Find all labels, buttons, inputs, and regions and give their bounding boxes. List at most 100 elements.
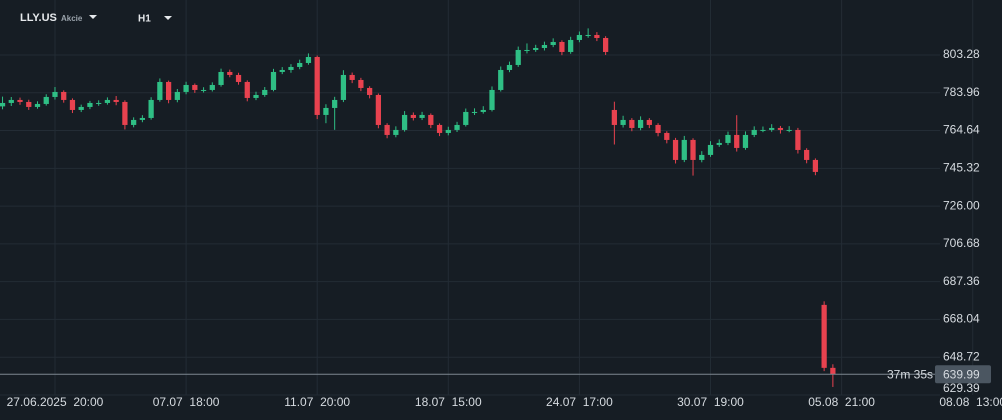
candle-body [288, 66, 294, 70]
candle-body [104, 99, 111, 103]
candle-body [533, 47, 539, 50]
x-tick-label: 05.08 21:00 [808, 395, 875, 409]
y-tick-label: 648.72 [943, 349, 980, 363]
candle-body [26, 101, 32, 107]
candle-body [148, 99, 154, 118]
candle-body [305, 56, 312, 63]
timeframe[interactable]: H1 [138, 14, 151, 25]
candle-body [279, 69, 285, 72]
candle-body [323, 107, 329, 115]
candle-body [568, 39, 574, 52]
candle-body [209, 84, 215, 90]
candle-body [550, 41, 556, 45]
candle-body [314, 56, 320, 115]
candle-body [34, 103, 41, 107]
candle-body [646, 119, 652, 125]
candle-body [244, 81, 250, 98]
candle-body [471, 111, 478, 113]
candle-body [620, 119, 626, 125]
candle-body [672, 139, 679, 160]
candle-body [664, 132, 670, 140]
candle-body [707, 144, 714, 155]
candle-body [122, 101, 128, 125]
candle-body [113, 99, 119, 102]
candle-body [681, 139, 687, 160]
candle-body [786, 129, 792, 131]
candle-body [585, 34, 591, 36]
candle-body [506, 64, 513, 70]
symbol[interactable]: LLY.US [20, 12, 57, 24]
y-tick-label: 687.36 [943, 274, 980, 288]
candle-body [428, 114, 434, 125]
candle-body [340, 74, 347, 100]
x-tick-label: 24.07 17:00 [546, 395, 613, 409]
y-tick-label: 764.64 [943, 123, 980, 137]
candle-body [419, 114, 425, 118]
y-tick-label: 706.68 [943, 236, 980, 250]
candle-body [61, 91, 67, 100]
candle-body [393, 129, 399, 135]
candle-body [436, 124, 443, 133]
candle-body [165, 81, 172, 100]
y-tick-label: 668.04 [943, 312, 980, 326]
candle-body [349, 74, 355, 80]
candle-body [367, 87, 373, 95]
candle-body [751, 129, 757, 135]
candle-body [384, 124, 390, 135]
candle-body [690, 139, 696, 160]
candle-body [270, 71, 277, 90]
candle-body [716, 142, 722, 145]
candle-body [830, 367, 836, 375]
candle-body [655, 124, 661, 133]
axes: 629.39 648.72 668.04 687.36 706.68 726.00 745.… [0, 47, 1002, 409]
candle-body [52, 91, 58, 97]
candle-body [183, 84, 189, 92]
y-tick-label: 745.32 [943, 160, 980, 174]
candle-body [804, 149, 810, 160]
candle-body [17, 99, 23, 102]
countdown: 37m 35s [887, 367, 933, 381]
x-tick-label: 07.07 18:00 [153, 395, 220, 409]
x-tick-label: 27.06.2025 20:00 [7, 395, 104, 409]
candle-body [812, 159, 819, 172]
candles [0, 28, 836, 387]
candle-body [69, 99, 76, 110]
current-price-label: 639.99 [943, 367, 980, 381]
candle-body [795, 129, 801, 150]
candle-body [603, 37, 609, 52]
candle-body [401, 114, 408, 130]
candle-body [498, 69, 504, 90]
candle-body [629, 119, 635, 128]
candle-body [8, 99, 14, 103]
candle-body [192, 84, 198, 90]
candle-body [87, 102, 93, 107]
candle-body [463, 111, 469, 125]
candle-body [445, 129, 451, 133]
symbol-dropdown[interactable] [89, 15, 97, 19]
candle-body [524, 49, 530, 51]
candle-body [742, 134, 749, 148]
candle-body [576, 34, 583, 40]
candle-body [489, 89, 495, 110]
candle-body [174, 91, 180, 100]
y-tick-label: 726.00 [943, 198, 980, 212]
timeframe-dropdown[interactable] [164, 16, 172, 20]
candle-body [131, 119, 137, 125]
asset-type: Akcie [61, 14, 83, 23]
candle-body [611, 109, 617, 125]
candle-body [541, 44, 548, 48]
candle-body [454, 124, 460, 130]
x-tick-label: 30.07 19:00 [677, 395, 744, 409]
candle-body [297, 62, 303, 67]
candle-body [821, 304, 827, 368]
candle-body [375, 94, 381, 125]
y-tick-label: 803.28 [943, 47, 980, 61]
candle-body [139, 117, 146, 120]
candle-body [253, 94, 259, 98]
candle-body [43, 96, 49, 104]
candle-body [358, 79, 364, 88]
x-tick-label: 18.07 15:00 [415, 395, 482, 409]
candle-body [769, 127, 775, 130]
candle-body [777, 127, 784, 130]
candle-body [725, 134, 731, 143]
